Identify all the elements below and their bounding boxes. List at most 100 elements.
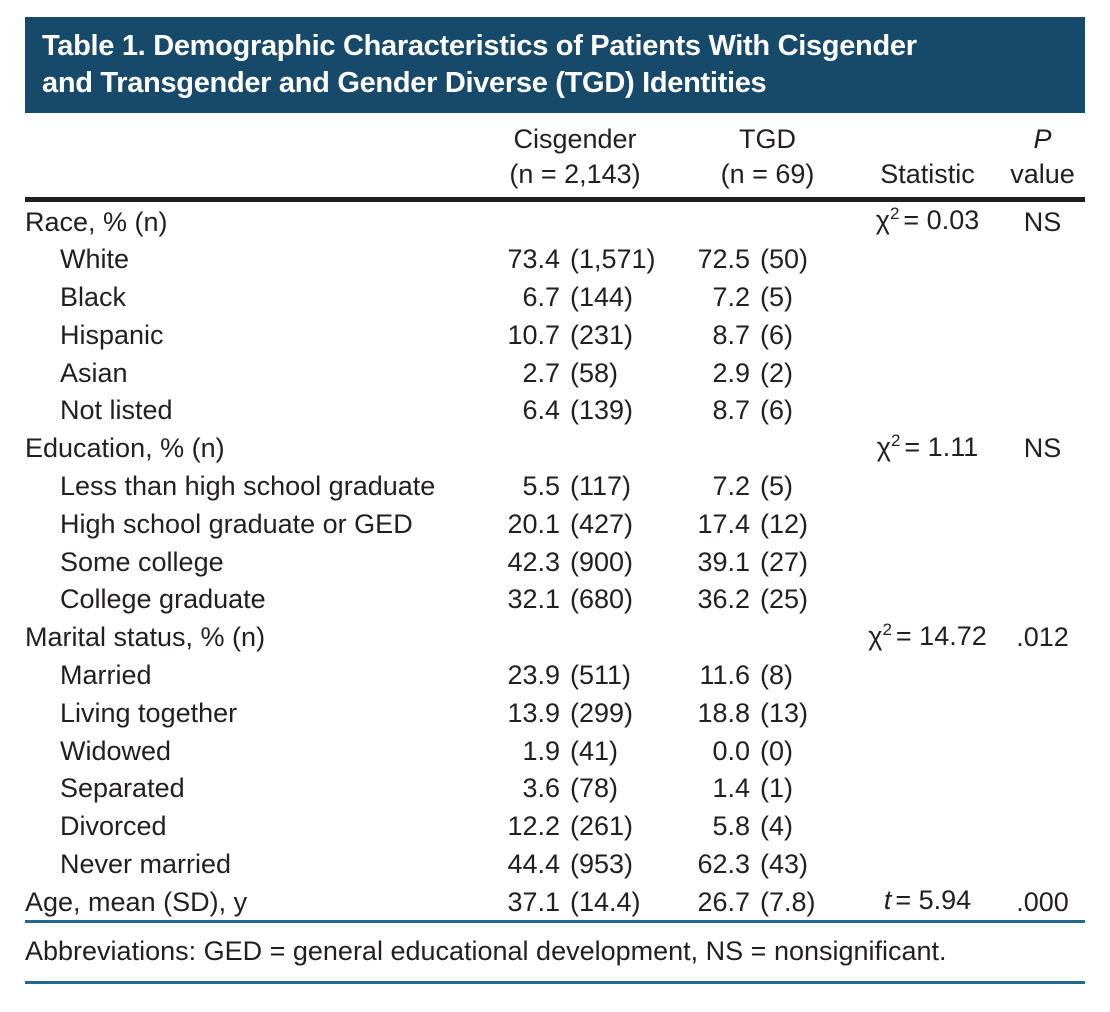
tgd-percent-cell: 1.4 [712, 773, 750, 804]
table-row: Not listed 6.4 (139) 8.7 (6) [25, 391, 1085, 429]
tgd-count-cell: (1) [760, 773, 793, 804]
p-value-cell: NS [1023, 206, 1062, 237]
row-label: Married [60, 660, 152, 691]
row-label: College graduate [60, 584, 266, 615]
cisgender-count-cell: (78) [570, 773, 619, 804]
table-row: Education, % (n) χ2 = 1.11 NS [25, 429, 1085, 467]
cisgender-percent-cell: 44.4 [507, 849, 560, 880]
cisgender-count-cell: (680) [570, 584, 634, 615]
col-header-statistic: Statistic [880, 159, 975, 189]
cisgender-count-cell: (299) [570, 697, 634, 728]
col-header-tgd: TGD (n = 69) [680, 122, 855, 192]
table-title-line-2: and Transgender and Gender Diverse (TGD)… [42, 67, 767, 99]
tgd-percent-cell: 7.2 [712, 282, 750, 313]
cisgender-percent-cell: 37.1 [507, 886, 560, 917]
row-label: Living together [60, 697, 238, 728]
cisgender-count-cell: (953) [570, 849, 634, 880]
statistic-cell [855, 240, 1000, 281]
cisgender-percent-cell: 20.1 [507, 508, 560, 539]
tgd-count-cell: (25) [760, 584, 809, 615]
tgd-percent-cell: 7.2 [712, 471, 750, 502]
tgd-percent-cell: 36.2 [697, 584, 750, 615]
statistic-cell: χ2 = 14.72 [855, 618, 1000, 659]
p-value-cell: NS [1023, 433, 1062, 464]
table-title-bar: Table 1. Demographic Characteristics of … [25, 17, 1085, 113]
cisgender-percent-cell: 13.9 [507, 697, 560, 728]
col-header-cisgender: Cisgender (n = 2,143) [470, 122, 680, 192]
cisgender-percent-cell: 73.4 [507, 244, 560, 275]
cisgender-count-cell: (1,571) [570, 244, 656, 275]
table-row: Living together 13.9 (299) 18.8 (13) [25, 693, 1085, 731]
p-value-cell: .000 [1016, 886, 1069, 917]
tgd-percent-cell: 18.8 [697, 697, 750, 728]
row-label: Never married [60, 849, 232, 880]
col-header-p: P [1033, 124, 1052, 154]
col-header-p-value-word: value [1010, 159, 1075, 189]
statistic-cell [855, 542, 1000, 583]
statistic-cell [855, 278, 1000, 319]
row-label: Divorced [60, 811, 167, 842]
table-row: College graduate 32.1 (680) 36.2 (25) [25, 580, 1085, 618]
tgd-percent-cell: 39.1 [697, 546, 750, 577]
cisgender-count-cell: (511) [570, 660, 632, 691]
tgd-count-cell: (12) [760, 508, 809, 539]
p-value-cell: .012 [1016, 622, 1069, 653]
statistic-cell [855, 807, 1000, 848]
tgd-percent-cell: 17.4 [697, 508, 750, 539]
tgd-percent-cell: 72.5 [697, 244, 750, 275]
col-header-cisgender-n: (n = 2,143) [509, 159, 641, 189]
table-row: Never married 44.4 (953) 62.3 (43) [25, 845, 1085, 883]
tgd-percent-cell: 8.7 [712, 395, 750, 426]
row-label: Asian [60, 357, 128, 388]
tgd-percent-cell: 62.3 [697, 849, 750, 880]
cisgender-count-cell: (58) [570, 357, 619, 388]
cisgender-count-cell: (231) [570, 319, 634, 350]
table-row: Race, % (n) χ2 = 0.03 NS [25, 202, 1085, 240]
table-row: High school graduate or GED 20.1 (427) 1… [25, 504, 1085, 542]
cisgender-percent-cell: 2.7 [522, 357, 560, 388]
tgd-percent-cell: 0.0 [712, 735, 750, 766]
statistic-cell [855, 769, 1000, 810]
statistic-value: = 14.72 [895, 620, 987, 651]
cisgender-count-cell: (117) [570, 471, 632, 502]
table-footnote: Abbreviations: GED = general educational… [25, 920, 1085, 985]
cisgender-count-cell: (900) [570, 546, 634, 577]
tgd-count-cell: (7.8) [760, 886, 816, 917]
statistic-cell [855, 504, 1000, 545]
statistic-cell: χ2 = 0.03 [855, 202, 1000, 243]
tgd-percent-cell: 11.6 [699, 660, 750, 691]
statistic-symbol: χ [876, 431, 891, 462]
row-label: Hispanic [60, 319, 164, 350]
col-header-tgd-n: (n = 69) [720, 159, 815, 189]
statistic-superscript: 2 [889, 204, 900, 223]
cisgender-count-cell: (41) [570, 735, 619, 766]
row-label: Age, mean (SD), y [25, 886, 248, 917]
cisgender-percent-cell: 12.2 [507, 811, 560, 842]
statistic-symbol: χ [875, 205, 890, 235]
row-label: Some college [60, 546, 224, 577]
cisgender-count-cell: (144) [570, 282, 634, 313]
table-row: Hispanic 10.7 (231) 8.7 (6) [25, 315, 1085, 353]
statistic-cell [855, 845, 1000, 886]
tgd-percent-cell: 26.7 [697, 886, 750, 917]
table-1: Table 1. Demographic Characteristics of … [25, 17, 1085, 985]
cisgender-percent-cell: 6.7 [522, 282, 560, 313]
statistic-cell [855, 693, 1000, 734]
tgd-percent-cell: 5.8 [712, 811, 750, 842]
row-label: White [60, 244, 130, 275]
statistic-value: = 5.94 [895, 885, 972, 916]
statistic-cell: χ2 = 1.11 [855, 429, 1000, 470]
cisgender-count-cell: (261) [570, 811, 634, 842]
cisgender-percent-cell: 23.9 [507, 660, 560, 691]
tgd-count-cell: (6) [760, 395, 793, 426]
table-body: Race, % (n) χ2 = 0.03 NS White 73.4 (1,57… [25, 202, 1085, 920]
table-row: White 73.4 (1,571) 72.5 (50) [25, 240, 1085, 278]
cisgender-percent-cell: 10.7 [507, 319, 560, 350]
table-row: Black 6.7 (144) 7.2 (5) [25, 278, 1085, 316]
table-row: Married 23.9 (511) 11.6 (8) [25, 656, 1085, 694]
tgd-count-cell: (13) [760, 697, 809, 728]
row-label: Education, % (n) [25, 433, 225, 464]
table-row: Widowed 1.9 (41) 0.0 (0) [25, 731, 1085, 769]
statistic-value: = 1.11 [904, 431, 979, 462]
table-row: Age, mean (SD), y 37.1 (14.4) 26.7 (7.8)… [25, 882, 1085, 920]
